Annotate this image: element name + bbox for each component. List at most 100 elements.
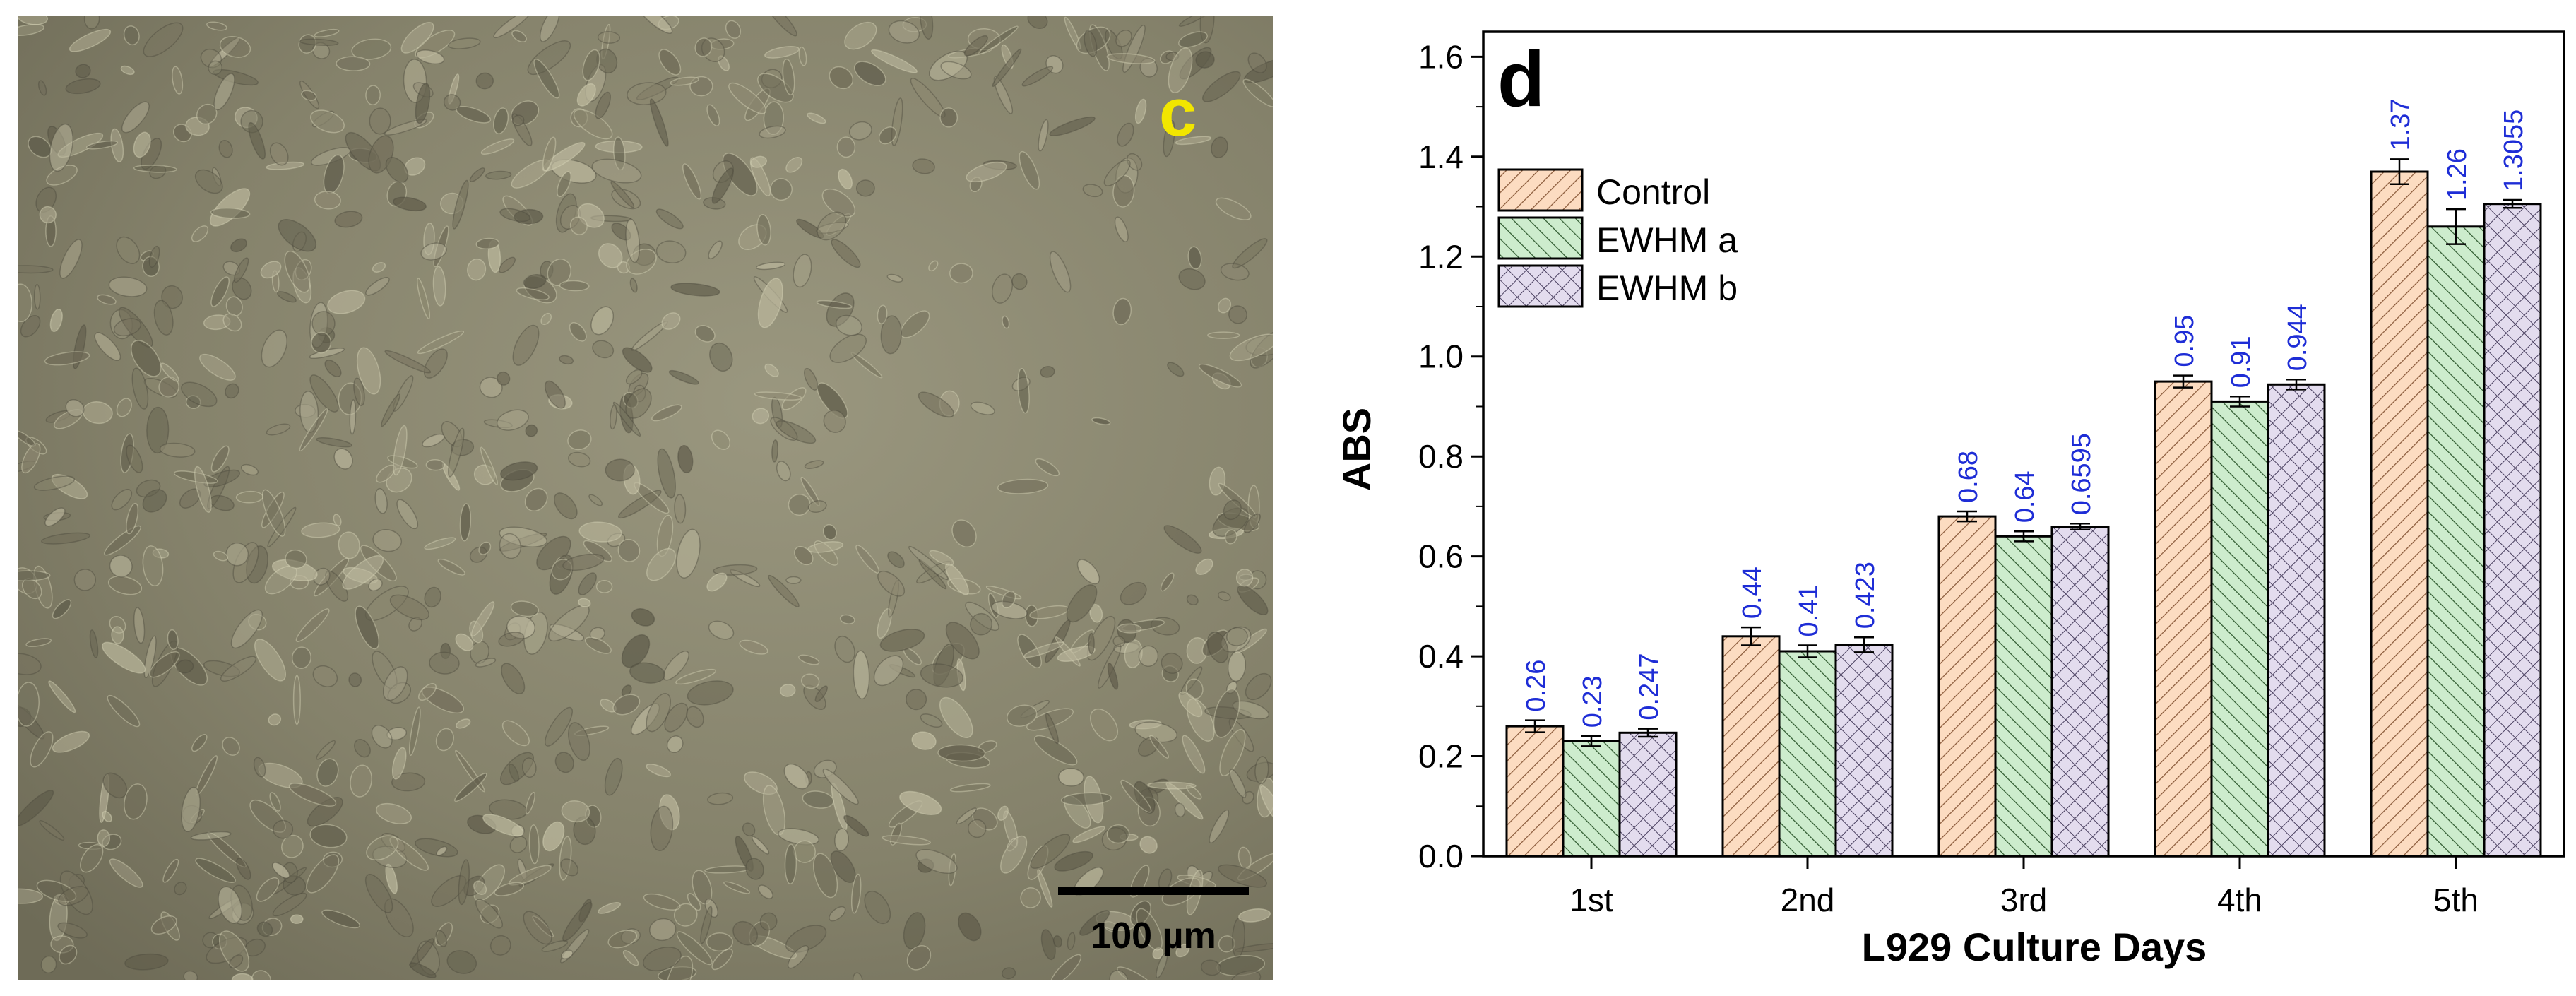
cell-blob [877,570,906,597]
cell-blob [18,653,42,675]
cell-blob [1117,619,1137,644]
cell-blob [764,45,800,59]
cell-blob [674,494,687,524]
cell-blob [991,600,1028,619]
cell-blob [260,261,282,279]
cell-blob [600,699,617,713]
cell-blob [475,899,503,929]
cell-blob [176,659,194,674]
cell-blob [821,188,856,218]
cell-blob [1035,458,1060,477]
cell-blob [365,277,390,296]
cell-blob [203,314,231,331]
data-label: 1.26 [2443,148,2472,201]
cell-blob [541,940,569,952]
cell-blob [1037,869,1053,908]
cell-blob [912,158,935,174]
cell-blob [18,429,36,447]
cell-blob [548,394,573,410]
cell-blob [108,276,148,297]
cell-blob [807,112,826,124]
cell-blob [963,35,988,57]
cell-blob [1220,263,1250,281]
cell-blob [1000,835,1028,874]
cell-blob [632,243,656,266]
cell-blob [1117,623,1142,634]
cell-blob [18,682,40,727]
cell-blob [783,763,810,790]
cell-blob [1057,768,1084,787]
cell-blob [1185,678,1204,699]
cell-blob [372,262,386,273]
cell-blob [181,786,201,833]
cell-blob [393,425,408,476]
cell-blob [30,731,54,768]
cell-blob [677,444,694,474]
data-label: 1.37 [2386,98,2416,150]
cell-blob [327,290,366,314]
cell-blob [208,60,223,76]
cell-blob [1049,116,1096,136]
cell-blob [312,665,338,687]
cell-blob [1054,850,1093,872]
cell-blob [206,21,227,31]
cell-blob [384,119,427,136]
data-label: 0.26 [1521,660,1551,712]
cell-blob [966,161,1007,183]
cell-blob [435,728,454,752]
y-tick-label: 0.6 [1418,538,1464,575]
cell-blob [365,85,381,106]
cell-blob [676,528,701,579]
cell-blob [978,25,1019,55]
cell-blob [18,706,32,728]
cell-blob [121,101,150,134]
cell-blob [499,208,530,223]
cell-blob [251,970,271,980]
cell-blob [309,374,339,413]
cell-blob [626,249,657,275]
cell-blob [711,167,734,204]
cell-blob [20,315,41,338]
cell-blob [448,73,460,105]
cell-blob [694,37,713,57]
cell-blob [1219,728,1246,777]
cell-blob [499,526,547,547]
cell-blob [142,489,167,513]
cell-blob [542,136,557,171]
cell-blob [920,663,963,688]
cell-blob [59,944,78,965]
cell-blob [1209,809,1230,844]
cell-blob [1218,864,1267,888]
cell-blob [985,586,1022,600]
cell-blob [802,790,834,809]
cell-blob [199,353,236,381]
cell-blob [576,83,596,107]
cell-blob [817,211,847,241]
cell-blob [283,875,307,896]
cell-blob [425,459,445,471]
cell-blob [649,918,677,942]
cell-blob [850,873,862,914]
cell-blob [261,491,285,528]
cell-blob [277,291,297,303]
cell-blob [415,49,445,65]
cell-blob [1120,779,1152,813]
cell-blob [750,155,768,168]
bar-ewhm-b-3rd [2050,526,2110,858]
cell-blob [532,915,554,937]
cell-blob [823,410,846,433]
cell-blob [1232,700,1269,720]
cell-blob [839,614,855,624]
cell-blob [595,579,613,593]
cell-blob [562,901,593,942]
cell-blob [1163,525,1202,554]
cell-blob [1161,652,1183,674]
cell-blob [1112,174,1135,208]
cell-blob [557,171,571,198]
cell-blob [18,16,49,25]
cell-blob [1160,572,1175,592]
cell-blob [689,76,713,97]
cell-blob [1199,16,1215,44]
cell-blob [124,953,169,971]
cell-blob [131,340,162,377]
